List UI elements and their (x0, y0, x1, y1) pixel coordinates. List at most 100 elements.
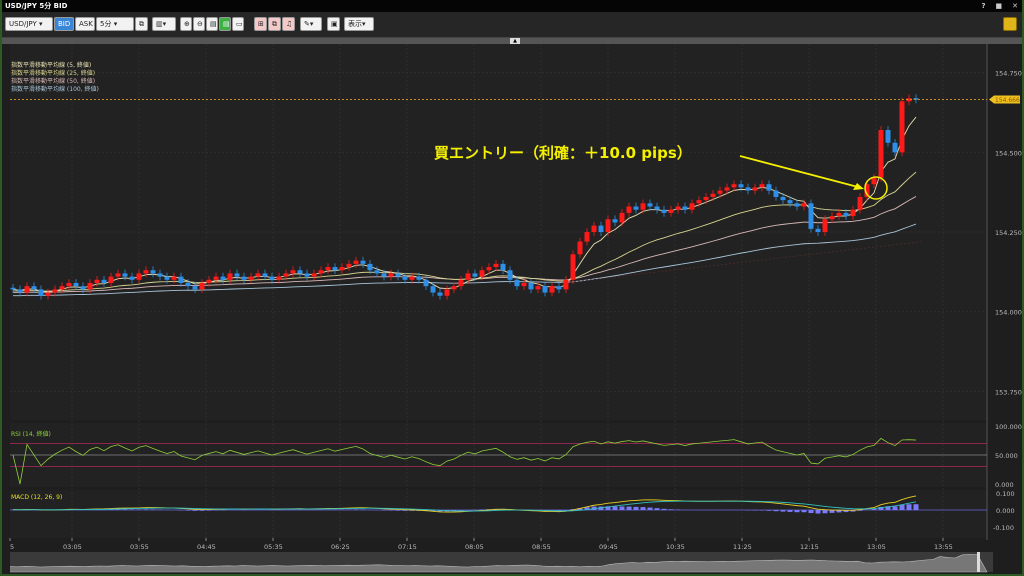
candle-body (220, 276, 226, 280)
ema5-line (12, 116, 917, 293)
candle-body (332, 267, 338, 271)
candle-body (731, 184, 737, 188)
macd-histogram-bar (766, 510, 772, 511)
candle-body (157, 273, 163, 277)
candle-body (150, 270, 156, 274)
candle-body (528, 282, 534, 290)
macd-histogram-bar (857, 510, 863, 511)
candle-body (234, 273, 240, 277)
chart-type-icon[interactable]: ▥▾ (152, 17, 176, 31)
macd-histogram-bar (878, 506, 884, 510)
link-icon[interactable]: ⧉ (135, 17, 148, 31)
candle-body (276, 276, 282, 280)
maximize-button[interactable]: ■ (995, 2, 1003, 10)
zoom-in-icon[interactable]: ⊕ (180, 17, 192, 31)
zoom-out-icon[interactable]: ⊖ (193, 17, 205, 31)
candle-body (535, 286, 541, 290)
candle-body (745, 187, 751, 191)
candle-body (213, 276, 219, 280)
macd-histogram-bar (108, 509, 114, 510)
rsi-line (12, 437, 917, 485)
candle-body (24, 286, 30, 293)
candle-body (451, 286, 457, 290)
x-tick-label: 11:25 (733, 543, 752, 551)
ema200-line (561, 241, 923, 284)
candle-body (542, 286, 548, 293)
macd-label: MACD (12, 26, 9) (11, 494, 63, 501)
candle-body (696, 200, 702, 204)
rsi-tick-label: 0.000 (995, 481, 1014, 489)
y-tick-label: 154.750 (995, 70, 1022, 78)
macd-histogram-bar (668, 509, 674, 510)
pen-icon[interactable]: ✎▾ (300, 17, 322, 31)
candle-body (87, 282, 93, 290)
macd-histogram-bar (185, 510, 191, 511)
candle-body (66, 282, 72, 287)
macd-histogram-bar (654, 508, 660, 510)
rsi-label: RSI (14, 終値) (11, 431, 51, 438)
candle-body (31, 286, 37, 290)
candle-body (465, 273, 471, 280)
legend-ema5: 指数平滑移動平均線 (5, 終値) (11, 62, 92, 69)
macd-histogram-bar (633, 506, 639, 510)
macd-histogram-bar (437, 510, 443, 512)
candle-body (871, 177, 877, 185)
legend-ema25: 指数平滑移動平均線 (25, 終値) (11, 70, 96, 77)
bid-button[interactable]: BID (54, 17, 74, 31)
candle-body (507, 270, 513, 280)
macd-histogram-bar (906, 504, 912, 510)
macd-histogram-bar (871, 508, 877, 510)
symbol-select[interactable]: USD/JPY ▾ (5, 17, 53, 31)
y-tick-label: 153.750 (995, 388, 1022, 396)
current-price-label: 154.666 (995, 97, 1020, 104)
macd-histogram-bar (822, 510, 828, 514)
candle-body (661, 209, 667, 213)
candle-body (626, 206, 632, 213)
candle-body (430, 286, 436, 293)
ask-button[interactable]: ASK (75, 17, 95, 31)
candle-body (143, 270, 149, 274)
help-button[interactable]: ? (981, 2, 986, 10)
macd-histogram-bar (143, 509, 149, 510)
candle-body (269, 276, 275, 280)
candle-body (423, 279, 429, 287)
panel-splitter[interactable]: ▲ (2, 38, 1022, 44)
macd-histogram-bar (360, 509, 366, 510)
macd-histogram-bar (640, 507, 646, 510)
macd-histogram-bar (388, 510, 394, 511)
candle-body (829, 216, 835, 220)
x-tick-label: 07:15 (398, 543, 417, 551)
arrow-head-icon (853, 183, 864, 190)
macd-histogram-bar (612, 506, 618, 510)
candle-body (556, 286, 562, 290)
window-icon[interactable]: ▭ (232, 17, 244, 31)
candle-body (801, 203, 807, 207)
layout-active-icon[interactable]: ▤ (219, 17, 231, 31)
candle-body (689, 203, 695, 210)
display-menu[interactable]: 表示▾ (344, 17, 374, 31)
macd-histogram-bar (584, 507, 590, 510)
candle-body (311, 273, 317, 277)
candle-body (640, 203, 646, 210)
sound-icon[interactable]: ♫ (282, 17, 295, 31)
timeframe-select[interactable]: 5分 ▾ (96, 17, 134, 31)
macd-histogram-bar (808, 510, 814, 514)
candle-body (605, 219, 611, 232)
layout-icon[interactable]: ▤ (206, 17, 218, 31)
macd-histogram-bar (913, 504, 919, 510)
copy-icon[interactable]: ⧉ (268, 17, 281, 31)
candle-body (780, 196, 786, 201)
candle-body (339, 267, 345, 271)
candle-body (248, 276, 254, 280)
macd-histogram-bar (115, 509, 121, 510)
screenshot-icon[interactable]: ▣ (327, 17, 340, 31)
candle-body (584, 232, 590, 242)
add-order-icon[interactable]: ⊞ (254, 17, 267, 31)
candle-body (486, 267, 492, 271)
settings-icon[interactable] (1003, 17, 1017, 31)
candle-body (199, 282, 205, 290)
candle-body (717, 190, 723, 194)
candle-body (570, 254, 576, 280)
close-button[interactable]: ✕ (1012, 2, 1018, 10)
